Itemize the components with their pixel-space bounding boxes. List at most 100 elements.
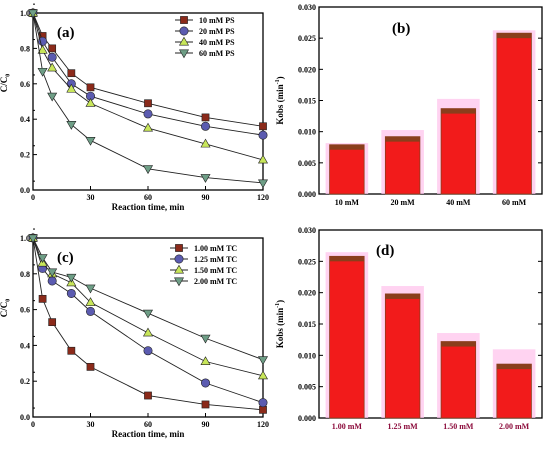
data-point: [85, 297, 96, 306]
y-axis-title-superscript: -1: [275, 303, 281, 308]
category-label: 1.50 mM: [443, 422, 474, 431]
legend-marker: [175, 244, 183, 252]
data-point: [85, 97, 96, 107]
y-tick-label: 0.0: [20, 413, 30, 422]
bar-top-cap: [496, 33, 532, 39]
x-axis-title: Reaction time, min: [112, 202, 185, 212]
y-axis-title-main: Kobs (min: [275, 84, 285, 124]
y-tick-label: 0.2: [20, 151, 30, 160]
bar: [329, 255, 365, 419]
data-point: [85, 136, 96, 146]
bar: [329, 144, 365, 195]
data-point: [143, 109, 153, 119]
line-chart-panel: 0.0 0.2 0.4 0.6 0.8 1.0 0 30 60 90 120 Reaction tim…: [0, 228, 269, 439]
y-axis-title-main: C/C: [0, 77, 9, 93]
data-point: [85, 284, 96, 294]
y-tick-label: 1.0: [20, 9, 30, 18]
y-axis-title-superscript: -1: [275, 79, 281, 84]
data-point: [47, 62, 58, 72]
panel-label: (b): [392, 21, 410, 37]
x-tick-label: 120: [257, 420, 269, 429]
data-point: [47, 52, 57, 62]
panel-label: (d): [376, 243, 394, 259]
data-point: [200, 138, 211, 148]
data-point: [66, 273, 77, 283]
y-axis-title-main: Kobs (min: [275, 308, 285, 348]
data-point: [200, 334, 211, 344]
legend-marker: [173, 264, 185, 274]
data-point: [200, 174, 211, 183]
legend: 1.00 mM TC 1.25 mM TC 1.50 mM TC 2.00 mM TC: [170, 244, 237, 287]
legend-entry: 1.00 mM TC: [194, 244, 237, 253]
y-tick-label: 0.2: [20, 377, 30, 386]
x-tick-label: 30: [87, 420, 95, 429]
y-axis-title-end: ): [275, 76, 285, 79]
data-point: [37, 67, 48, 77]
x-tick-label: 0: [31, 420, 35, 429]
data-point: [200, 356, 211, 365]
series-line: [32, 12, 264, 184]
x-tick-label: 60: [144, 193, 152, 202]
legend-entry: 40 mM PS: [199, 38, 235, 47]
data-point: [201, 113, 210, 122]
category-label: 40 mM: [446, 198, 471, 207]
y-tick-label: 0.4: [20, 115, 30, 124]
bar-chart-panel: 0.000 0.005 0.010 0.015 0.020 0.025 0.030 Kobs …: [275, 3, 543, 207]
bar-top-cap: [385, 136, 420, 142]
y-tick-label: 0.020: [298, 65, 316, 74]
bar: [496, 32, 532, 195]
y-axis-title-main: C/C: [0, 302, 9, 318]
bar: [384, 293, 421, 419]
data-point: [142, 327, 154, 337]
bar-top-cap: [496, 364, 532, 370]
data-point: [66, 288, 76, 298]
legend-entry: 1.25 mM TC: [194, 255, 237, 264]
y-tick-label: 0.030: [298, 3, 316, 12]
category-label: 1.25 mM: [388, 422, 419, 431]
data-point: [67, 346, 76, 355]
data-point: [66, 121, 77, 130]
x-axis-title: Reaction time, min: [112, 429, 185, 439]
data-point: [37, 254, 48, 263]
x-tick-label: 30: [87, 193, 95, 202]
legend-marker: [174, 254, 184, 264]
y-tick-label: 0.010: [298, 351, 316, 360]
data-point: [258, 130, 268, 140]
legend-entry: 2.00 mM TC: [194, 277, 237, 286]
category-label: 2.00 mM: [499, 422, 530, 431]
y-tick-label: 0.025: [298, 257, 316, 266]
y-axis-title-subscript: 0: [6, 74, 12, 77]
panel-label: (a): [57, 25, 75, 41]
legend-marker: [178, 49, 190, 59]
bar: [384, 136, 421, 195]
bar-chart-panel: 0.000 0.005 0.010 0.015 0.020 0.025 0.030 Kobs …: [275, 226, 543, 431]
legend-marker: [178, 36, 190, 46]
bar-top-cap: [329, 256, 365, 262]
data-point: [257, 370, 269, 380]
data-point: [27, 9, 39, 19]
bar-top-cap: [441, 108, 476, 114]
data-point: [259, 122, 267, 131]
y-tick-label: 0.000: [298, 414, 316, 423]
legend-entry: 20 mM PS: [199, 27, 235, 36]
data-point: [257, 356, 269, 366]
data-point: [47, 92, 58, 102]
y-tick-label: 1.0: [20, 234, 30, 243]
legend-marker: [179, 26, 189, 36]
y-tick-label: 0.025: [298, 34, 316, 43]
y-axis-title: C/C0: [0, 74, 12, 93]
x-tick-label: 120: [257, 193, 269, 202]
y-axis-title: Kobs (min-1): [275, 76, 285, 124]
bar: [440, 108, 477, 195]
y-tick-label: 0.8: [20, 270, 30, 279]
bar: [496, 363, 532, 419]
bar-top-cap: [385, 293, 420, 299]
category-label: 10 mM: [335, 198, 360, 207]
bar-top-cap: [441, 341, 476, 347]
data-point: [48, 318, 57, 326]
data-point: [27, 234, 39, 244]
legend: 10 mM PS 20 mM PS 40 mM PS 60 mM PS: [175, 16, 235, 59]
y-tick-label: 0.6: [20, 306, 30, 315]
data-point: [67, 69, 76, 78]
data-point: [258, 398, 268, 408]
